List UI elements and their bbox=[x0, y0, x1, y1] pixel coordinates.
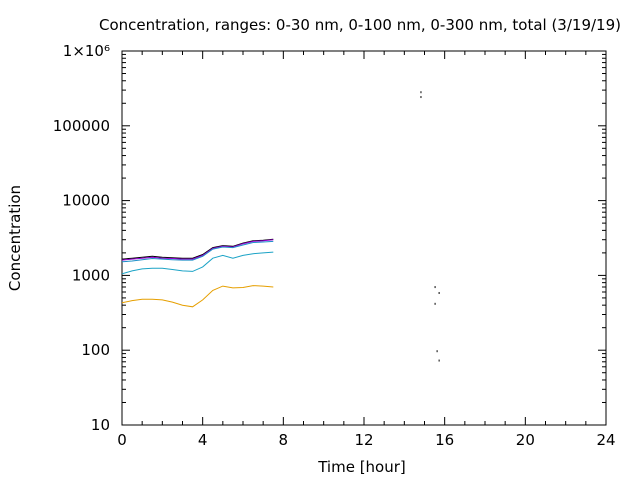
series-line-5 bbox=[121, 285, 274, 308]
y-axis-label: Concentration bbox=[6, 185, 24, 291]
x-tick-label: 12 bbox=[354, 431, 373, 449]
series-layer bbox=[121, 238, 274, 308]
x-tick-label: 8 bbox=[279, 431, 289, 449]
y-tick-label: 100 bbox=[81, 341, 110, 359]
chart-title: Concentration, ranges: 0-30 nm, 0-100 nm… bbox=[99, 16, 621, 34]
y-axis: 10 100 1000 10000 100000 1×10⁶ bbox=[53, 42, 606, 434]
data-point bbox=[420, 91, 422, 94]
x-tick-label: 16 bbox=[435, 431, 454, 449]
points-layer bbox=[420, 91, 440, 362]
series-line-1 bbox=[121, 238, 274, 260]
x-axis: 0 4 8 12 16 20 24 bbox=[117, 51, 616, 449]
data-point bbox=[436, 350, 438, 353]
y-tick-label: 10 bbox=[91, 416, 110, 434]
plot-frame bbox=[121, 50, 607, 426]
x-tick-label: 24 bbox=[596, 431, 615, 449]
y-tick-label: 10000 bbox=[62, 192, 110, 210]
series-line-2 bbox=[121, 239, 274, 261]
x-tick-label: 0 bbox=[117, 431, 127, 449]
y-tick-label: 1000 bbox=[72, 266, 110, 284]
y-tick-label: 1×10⁶ bbox=[63, 42, 110, 60]
data-point bbox=[434, 302, 436, 305]
x-tick-label: 20 bbox=[516, 431, 535, 449]
data-point bbox=[438, 359, 440, 362]
series-line-4 bbox=[121, 251, 274, 275]
data-point bbox=[420, 96, 422, 99]
data-point bbox=[438, 291, 440, 294]
series-line-3 bbox=[121, 240, 274, 263]
x-axis-label: Time [hour] bbox=[317, 458, 406, 476]
y-tick-label: 100000 bbox=[53, 117, 110, 135]
data-point bbox=[434, 286, 436, 289]
x-tick-label: 4 bbox=[198, 431, 208, 449]
